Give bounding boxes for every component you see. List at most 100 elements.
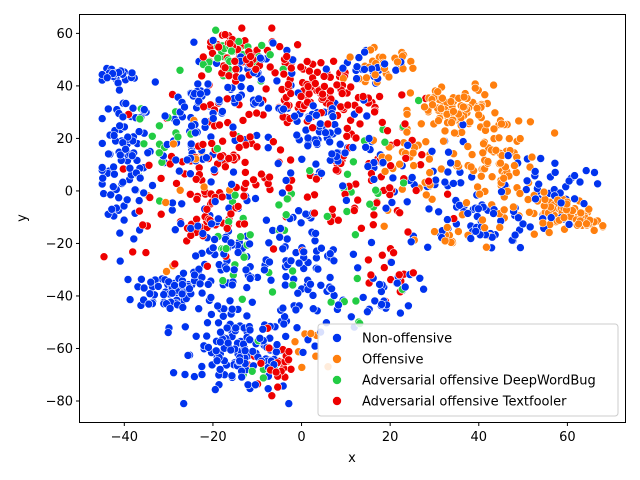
scatter-point-series-0: [518, 219, 528, 229]
scatter-point-series-1: [576, 208, 586, 218]
scatter-point-series-1: [470, 83, 480, 93]
scatter-point-series-3: [223, 94, 232, 104]
scatter-point-series-0: [209, 165, 219, 175]
scatter-point-series-1: [478, 148, 488, 158]
scatter-point-series-1: [479, 139, 488, 148]
scatter-point-series-3: [220, 63, 230, 72]
scatter-point-series-0: [171, 155, 181, 165]
scatter-point-series-2: [230, 190, 240, 200]
scatter-point-series-1: [544, 228, 554, 237]
scatter-point-series-1: [480, 223, 489, 232]
scatter-point-series-1: [409, 161, 418, 170]
scatter-point-series-3: [273, 382, 283, 392]
scatter-point-series-0: [99, 189, 108, 198]
scatter-point-series-0: [176, 219, 186, 228]
scatter-point-series-1: [463, 142, 473, 151]
scatter-point-series-1: [526, 117, 535, 127]
scatter-point-series-0: [353, 263, 363, 273]
scatter-point-series-0: [449, 179, 458, 188]
scatter-point-series-0: [193, 79, 203, 89]
scatter-point-series-1: [402, 127, 412, 137]
scatter-point-series-0: [308, 304, 318, 314]
scatter-point-series-0: [168, 205, 177, 215]
scatter-point-series-0: [525, 222, 535, 232]
scatter-point-series-0: [198, 229, 208, 238]
scatter-point-series-0: [97, 163, 107, 172]
scatter-point-series-2: [371, 185, 381, 195]
scatter-point-series-3: [403, 227, 413, 237]
scatter-point-series-3: [269, 137, 278, 146]
scatter-point-series-3: [316, 58, 326, 68]
scatter-point-series-0: [109, 162, 118, 172]
scatter-point-series-0: [369, 158, 379, 167]
scatter-point-series-3: [251, 65, 261, 74]
scatter-point-series-3: [231, 65, 241, 74]
scatter-point-series-3: [199, 102, 208, 112]
scatter-point-series-3: [351, 133, 361, 143]
scatter-point-series-0: [179, 268, 188, 278]
scatter-point-series-3: [424, 176, 434, 186]
y-tick-label: −20: [46, 237, 73, 252]
scatter-point-series-0: [203, 79, 213, 89]
scatter-point-series-0: [325, 137, 335, 147]
scatter-point-series-3: [202, 205, 212, 214]
scatter-point-series-0: [243, 380, 253, 390]
scatter-point-series-0: [294, 206, 303, 215]
scatter-point-series-0: [381, 203, 391, 213]
scatter-point-series-0: [297, 155, 307, 164]
scatter-point-series-0: [194, 264, 204, 274]
scatter-point-series-0: [240, 346, 250, 356]
scatter-point-series-0: [303, 141, 313, 151]
scatter-point-series-1: [475, 189, 485, 199]
scatter-point-series-0: [278, 303, 288, 313]
scatter-point-series-0: [266, 275, 276, 285]
scatter-point-series-0: [186, 169, 195, 178]
scatter-point-series-0: [396, 308, 405, 318]
scatter-point-series-0: [241, 265, 251, 275]
scatter-point-series-0: [329, 256, 339, 266]
scatter-point-series-0: [172, 117, 181, 127]
scatter-point-series-3: [203, 261, 212, 271]
scatter-point-series-3: [303, 82, 313, 91]
scatter-point-series-0: [258, 324, 268, 334]
scatter-point-series-3: [230, 56, 240, 66]
scatter-point-series-3: [364, 255, 373, 265]
scatter-point-series-0: [115, 256, 125, 266]
scatter-point-series-1: [497, 119, 506, 129]
scatter-point-series-1: [495, 223, 505, 232]
scatter-point-series-0: [363, 307, 372, 317]
scatter-point-series-0: [191, 331, 201, 341]
scatter-point-series-0: [361, 143, 371, 152]
scatter-point-series-0: [575, 177, 585, 187]
scatter-point-series-1: [446, 97, 456, 106]
scatter-point-series-0: [299, 247, 309, 257]
scatter-point-series-1: [550, 128, 559, 138]
scatter-point-series-2: [351, 296, 361, 306]
scatter-point-series-0: [97, 114, 107, 123]
scatter-point-series-3: [346, 116, 355, 125]
scatter-point-series-2: [349, 157, 358, 167]
scatter-point-series-1: [478, 215, 487, 225]
scatter-point-series-3: [221, 162, 230, 171]
scatter-point-series-3: [267, 391, 277, 401]
scatter-point-series-0: [191, 128, 200, 138]
scatter-point-series-3: [379, 263, 389, 272]
scatter-point-series-3: [215, 120, 224, 130]
scatter-point-series-0: [197, 370, 207, 379]
scatter-point-series-3: [304, 89, 314, 99]
scatter-point-series-2: [221, 244, 231, 253]
scatter-point-series-0: [312, 138, 321, 148]
scatter-point-series-2: [257, 41, 267, 50]
scatter-point-series-3: [366, 270, 376, 280]
scatter-point-series-0: [335, 139, 345, 149]
y-tick-label: 0: [65, 184, 73, 199]
scatter-point-series-0: [148, 181, 157, 190]
scatter-point-series-0: [237, 372, 246, 382]
scatter-point-series-0: [272, 340, 282, 349]
scatter-point-series-3: [343, 100, 353, 110]
scatter-point-series-3: [261, 84, 271, 94]
scatter-point-series-0: [125, 163, 135, 173]
scatter-point-series-3: [385, 183, 395, 193]
scatter-point-series-0: [202, 331, 211, 341]
x-tick-label: 0: [297, 430, 305, 445]
